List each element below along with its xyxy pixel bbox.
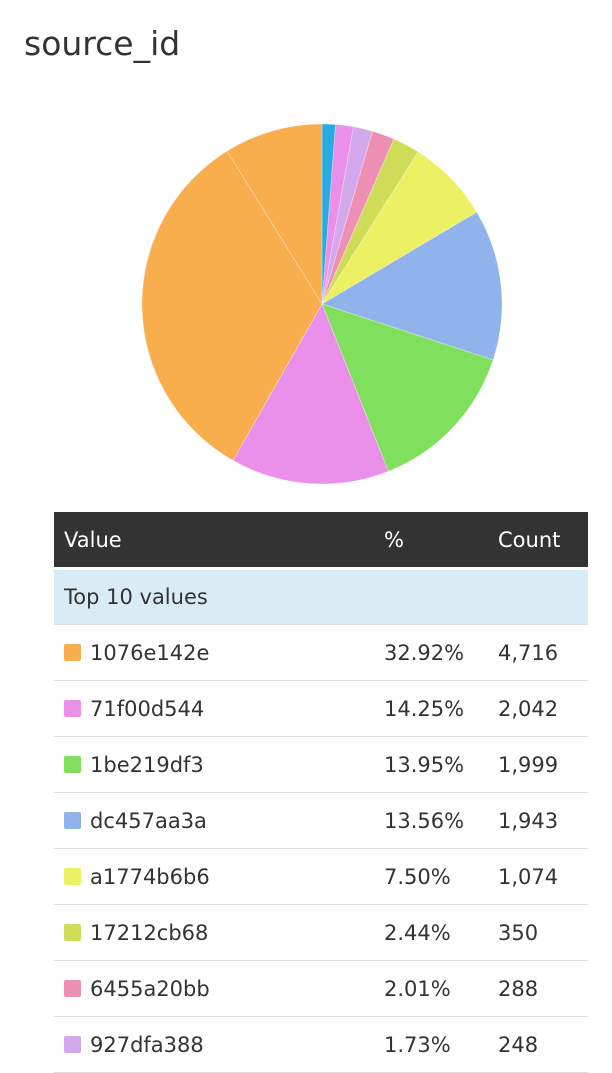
- row-value: 6455a20bb: [90, 976, 210, 1001]
- table-row[interactable]: 17212cb68 2.44% 350: [54, 905, 588, 961]
- legend-swatch: [64, 868, 81, 885]
- pie-slice-1[interactable]: [321, 124, 354, 305]
- table-body: 1076e142e 32.92% 4,716 71f00d544 14.25% 2,042…: [54, 625, 588, 1073]
- legend-swatch: [64, 812, 81, 829]
- row-value: 17212cb68: [90, 920, 209, 945]
- row-percent: 2.01%: [384, 976, 451, 1001]
- table-row[interactable]: 71f00d544 14.25% 2,042: [54, 681, 588, 737]
- row-value: 1be219df3: [90, 752, 204, 777]
- header-count: Count: [498, 527, 561, 552]
- row-count: 288: [498, 976, 539, 1001]
- group-row: Top 10 values: [54, 567, 588, 625]
- row-percent: 1.73%: [384, 1032, 451, 1057]
- row-count: 2,042: [498, 696, 559, 721]
- legend-swatch: [64, 644, 81, 661]
- legend-swatch: [64, 980, 81, 997]
- row-percent: 7.50%: [384, 864, 451, 889]
- header-percent: %: [384, 527, 404, 552]
- row-percent: 32.92%: [384, 640, 465, 665]
- pie-slice-8[interactable]: [232, 303, 389, 485]
- row-count: 1,943: [498, 808, 559, 833]
- row-count: 1,999: [498, 752, 559, 777]
- table-header: Value % Count: [54, 512, 588, 567]
- row-value-cell: a1774b6b6: [54, 865, 374, 889]
- pie-slice-7[interactable]: [321, 303, 494, 472]
- row-value-cell: 71f00d544: [54, 697, 374, 721]
- row-percent: 2.44%: [384, 920, 451, 945]
- legend-swatch: [64, 700, 81, 717]
- row-value-cell: 1be219df3: [54, 753, 374, 777]
- pie-slice-2[interactable]: [321, 126, 374, 305]
- table-row[interactable]: dc457aa3a 13.56% 1,943: [54, 793, 588, 849]
- row-percent: 14.25%: [384, 696, 465, 721]
- pie-slice-9[interactable]: [141, 150, 323, 461]
- table-row[interactable]: 927dfa388 1.73% 248: [54, 1017, 588, 1073]
- values-table: Value % Count Top 10 values 1076e142e 32.…: [54, 512, 588, 1073]
- row-count: 248: [498, 1032, 539, 1057]
- legend-swatch: [64, 1036, 81, 1053]
- pie-slice-3[interactable]: [321, 130, 395, 305]
- pie-slice-0[interactable]: [321, 123, 336, 305]
- row-count: 350: [498, 920, 539, 945]
- row-value: a1774b6b6: [90, 864, 210, 889]
- pie-slice-5[interactable]: [321, 151, 478, 305]
- row-count: 1,074: [498, 864, 559, 889]
- row-value: 927dfa388: [90, 1032, 204, 1057]
- row-value-cell: 1076e142e: [54, 641, 374, 665]
- legend-swatch: [64, 756, 81, 773]
- header-value: Value: [64, 527, 122, 552]
- legend-swatch: [64, 924, 81, 941]
- row-value-cell: dc457aa3a: [54, 809, 374, 833]
- row-value: 71f00d544: [90, 696, 205, 721]
- row-value: dc457aa3a: [90, 808, 207, 833]
- table-row[interactable]: 1be219df3 13.95% 1,999: [54, 737, 588, 793]
- row-value-cell: 17212cb68: [54, 921, 374, 945]
- row-percent: 13.95%: [384, 752, 465, 777]
- table-row[interactable]: a1774b6b6 7.50% 1,074: [54, 849, 588, 905]
- row-value-cell: 927dfa388: [54, 1033, 374, 1057]
- pie-slice-4[interactable]: [321, 138, 419, 305]
- group-label: Top 10 values: [64, 585, 208, 609]
- row-count: 4,716: [498, 640, 559, 665]
- pie-slice-10[interactable]: [226, 123, 323, 306]
- row-percent: 13.56%: [384, 808, 465, 833]
- table-row[interactable]: 1076e142e 32.92% 4,716: [54, 625, 588, 681]
- pie-chart: [141, 123, 503, 485]
- table-row[interactable]: 6455a20bb 2.01% 288: [54, 961, 588, 1017]
- row-value-cell: 6455a20bb: [54, 977, 374, 1001]
- row-value: 1076e142e: [90, 640, 210, 665]
- chart-title: source_id: [24, 24, 181, 63]
- pie-slice-6[interactable]: [321, 211, 503, 361]
